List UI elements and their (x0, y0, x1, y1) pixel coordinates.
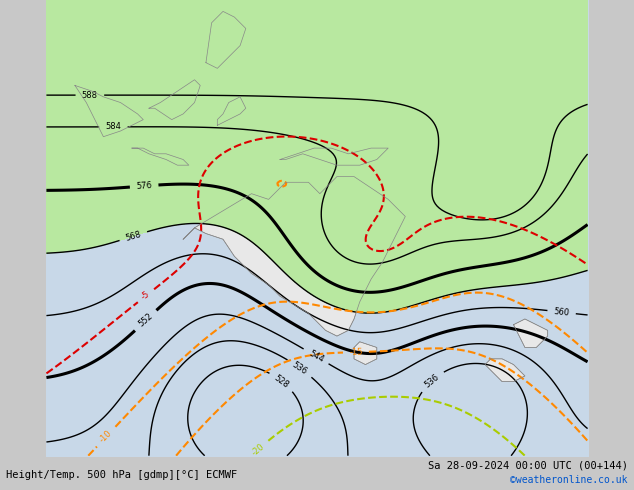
Text: ©weatheronline.co.uk: ©weatheronline.co.uk (510, 475, 628, 485)
Polygon shape (132, 148, 189, 165)
Text: -10: -10 (98, 429, 114, 444)
Text: 536: 536 (423, 372, 441, 390)
Text: Height/Temp. 500 hPa [gdmp][°C] ECMWF: Height/Temp. 500 hPa [gdmp][°C] ECMWF (6, 470, 238, 480)
Text: 568: 568 (124, 229, 142, 243)
Polygon shape (149, 80, 200, 120)
Text: 536: 536 (290, 360, 309, 376)
Polygon shape (354, 342, 377, 365)
Text: 552: 552 (137, 312, 155, 329)
Polygon shape (280, 148, 388, 165)
Text: 544: 544 (307, 348, 325, 364)
Polygon shape (485, 359, 525, 382)
Text: -20: -20 (250, 442, 266, 457)
Text: -5: -5 (140, 290, 152, 302)
Polygon shape (206, 11, 246, 69)
Text: 584: 584 (105, 122, 121, 131)
Text: 560: 560 (553, 307, 570, 318)
Text: Sa 28-09-2024 00:00 UTC (00+144): Sa 28-09-2024 00:00 UTC (00+144) (428, 461, 628, 470)
Text: 588: 588 (82, 91, 98, 99)
Polygon shape (183, 176, 405, 336)
Text: 576: 576 (136, 181, 152, 191)
Text: 528: 528 (273, 373, 291, 390)
Text: -15: -15 (349, 347, 363, 357)
Polygon shape (217, 97, 246, 125)
Polygon shape (514, 319, 548, 347)
Polygon shape (75, 85, 143, 137)
